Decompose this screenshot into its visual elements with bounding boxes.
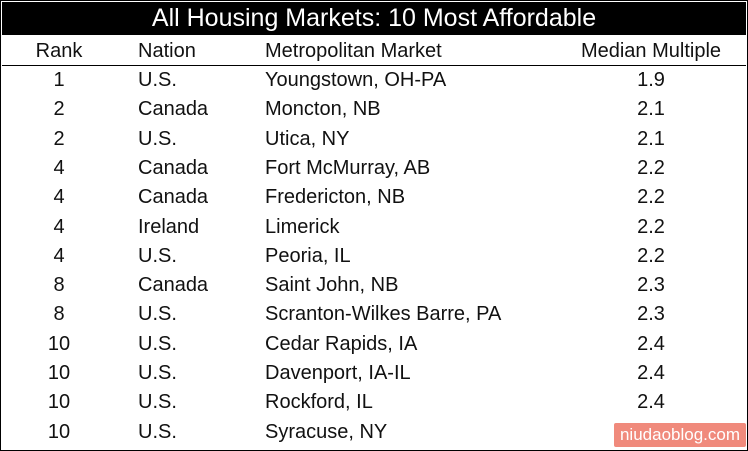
cell-multiple: 2.2	[637, 156, 665, 179]
cell-nation: Canada	[138, 98, 209, 121]
watermark: niudaoblog.com	[613, 423, 746, 447]
table-title: All Housing Markets: 10 Most Affordable	[2, 2, 746, 35]
cell-metro: Syracuse, NY	[265, 420, 388, 443]
cell-rank: 10	[47, 362, 71, 384]
cell-multiple: 2.1	[637, 127, 665, 150]
cell-rank: 8	[53, 303, 65, 326]
cell-rank: 10	[47, 391, 71, 414]
table-row: 4 Canada Fredericton, NB 2.2	[1, 183, 747, 212]
cell-metro: Saint John, NB	[265, 274, 399, 297]
cell-multiple: 2.2	[637, 215, 665, 238]
cell-metro: Davenport, IA-IL	[265, 362, 411, 384]
cell-metro: Peoria, IL	[265, 244, 351, 267]
header-multiple: Median Multiple	[580, 40, 722, 62]
cell-rank: 10	[47, 332, 71, 355]
cell-metro: Youngstown, OH-PA	[265, 69, 447, 91]
cell-nation: U.S.	[138, 332, 177, 355]
cell-nation: U.S.	[138, 420, 177, 443]
cell-metro: Fredericton, NB	[265, 186, 406, 209]
cell-multiple: 2.2	[637, 186, 665, 209]
cell-multiple: 2.4	[637, 391, 665, 414]
cell-multiple: 2.3	[637, 303, 665, 326]
cell-metro: Limerick	[265, 215, 340, 238]
cell-rank: 2	[53, 98, 65, 121]
cell-metro: Fort McMurray, AB	[265, 156, 431, 179]
cell-metro: Scranton-Wilkes Barre, PA	[265, 303, 502, 326]
cell-rank: 4	[53, 156, 65, 179]
cell-nation: Canada	[138, 156, 209, 179]
cell-rank: 8	[53, 274, 65, 297]
header-rank: Rank	[35, 40, 83, 62]
cell-multiple: 2.4	[637, 362, 665, 384]
cell-nation: U.S.	[138, 127, 177, 150]
cell-multiple: 2.1	[637, 98, 665, 121]
cell-nation: Canada	[138, 274, 209, 297]
cell-nation: Canada	[138, 186, 209, 209]
cell-metro: Utica, NY	[265, 127, 350, 150]
cell-rank: 4	[53, 215, 65, 238]
cell-nation: U.S.	[138, 303, 177, 326]
table-row: 1 U.S. Youngstown, OH-PA 1.9	[1, 66, 747, 95]
cell-multiple: 2.4	[637, 332, 665, 355]
table-row: 10 U.S. Rockford, IL 2.4	[1, 388, 747, 417]
header-rule	[2, 65, 746, 66]
cell-multiple: 1.9	[637, 69, 665, 91]
table-header: Rank Nation Metropolitan Market Median M…	[1, 37, 747, 65]
cell-rank: 4	[53, 186, 65, 209]
table-row: 8 U.S. Scranton-Wilkes Barre, PA 2.3	[1, 300, 747, 329]
header-metro: Metropolitan Market	[265, 40, 442, 62]
cell-nation: Ireland	[138, 215, 200, 238]
cell-rank: 1	[53, 69, 65, 91]
cell-nation: U.S.	[138, 362, 177, 384]
table-row: 2 U.S. Utica, NY 2.1	[1, 125, 747, 154]
table-row: 10 U.S. Cedar Rapids, IA 2.4	[1, 330, 747, 359]
table-row: 8 Canada Saint John, NB 2.3	[1, 271, 747, 300]
cell-multiple: 2.2	[637, 244, 665, 267]
cell-metro: Moncton, NB	[265, 98, 381, 121]
cell-rank: 4	[53, 244, 65, 267]
table-row: 4 Ireland Limerick 2.2	[1, 213, 747, 242]
cell-rank: 10	[47, 420, 71, 443]
cell-metro: Cedar Rapids, IA	[265, 332, 418, 355]
table-row: 2 Canada Moncton, NB 2.1	[1, 95, 747, 124]
table-row: 4 U.S. Peoria, IL 2.2	[1, 242, 747, 271]
table-row: 4 Canada Fort McMurray, AB 2.2	[1, 154, 747, 183]
cell-nation: U.S.	[138, 244, 177, 267]
cell-multiple: 2.3	[637, 274, 665, 297]
cell-nation: U.S.	[138, 391, 177, 414]
header-nation: Nation	[138, 40, 196, 62]
table-row: 10 U.S. Davenport, IA-IL 2.4	[1, 359, 747, 388]
cell-nation: U.S.	[138, 69, 177, 91]
cell-rank: 2	[53, 127, 65, 150]
cell-metro: Rockford, IL	[265, 391, 373, 414]
